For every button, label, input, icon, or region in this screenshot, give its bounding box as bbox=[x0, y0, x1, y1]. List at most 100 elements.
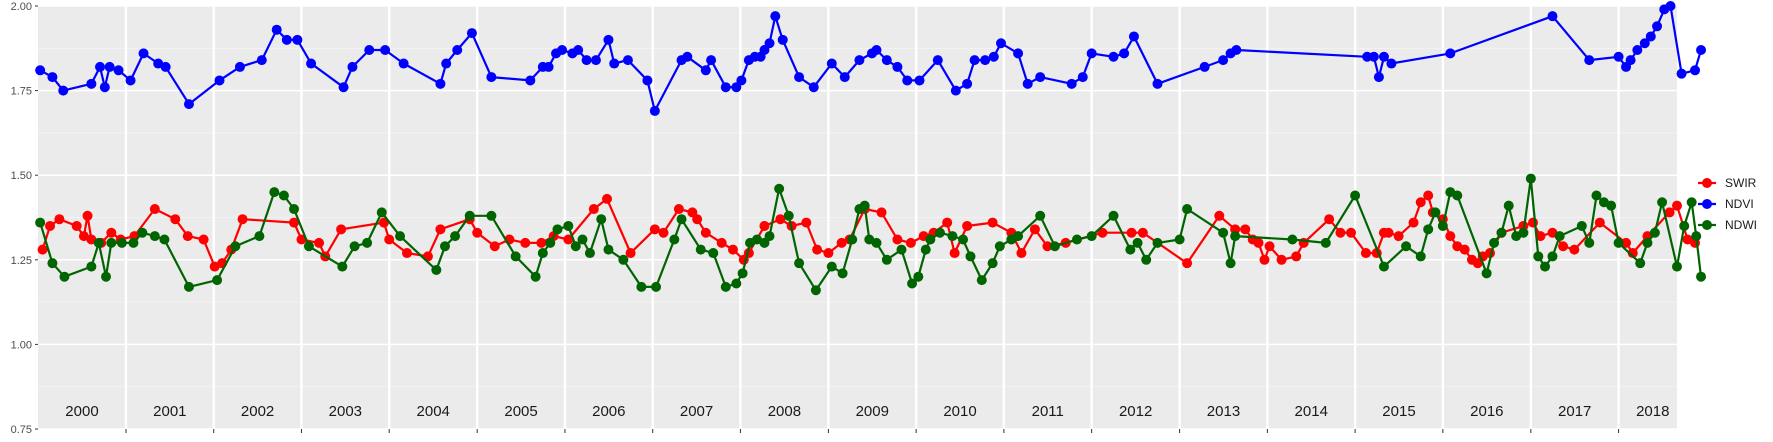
data-point bbox=[1346, 227, 1357, 238]
year-label: 2014 bbox=[1295, 403, 1328, 420]
data-point bbox=[1423, 224, 1434, 235]
data-point bbox=[1503, 200, 1514, 211]
data-point bbox=[1632, 44, 1643, 55]
data-point bbox=[159, 234, 170, 245]
data-point bbox=[588, 204, 599, 215]
series-ndwi bbox=[35, 173, 1707, 296]
data-point bbox=[1049, 241, 1060, 252]
series-ndvi bbox=[35, 1, 1707, 116]
data-point bbox=[1253, 237, 1264, 248]
data-point bbox=[603, 244, 614, 255]
data-point bbox=[896, 244, 907, 255]
data-point bbox=[552, 224, 563, 235]
data-point bbox=[720, 82, 731, 93]
data-point bbox=[59, 271, 70, 282]
data-point bbox=[962, 78, 973, 89]
data-point bbox=[1035, 210, 1046, 221]
data-point bbox=[486, 72, 497, 83]
data-point bbox=[170, 214, 181, 225]
data-point bbox=[1378, 51, 1389, 62]
data-point bbox=[1152, 78, 1163, 89]
data-point bbox=[976, 275, 987, 286]
data-point bbox=[1259, 254, 1270, 265]
data-point bbox=[1108, 51, 1119, 62]
data-point bbox=[472, 227, 483, 238]
data-point bbox=[35, 217, 46, 228]
data-point bbox=[254, 231, 265, 242]
data-point bbox=[452, 44, 463, 55]
data-point bbox=[1174, 234, 1185, 245]
data-point bbox=[625, 248, 636, 259]
data-point bbox=[570, 241, 581, 252]
data-point bbox=[78, 231, 89, 242]
data-point bbox=[278, 190, 289, 201]
data-point bbox=[93, 237, 104, 248]
data-point bbox=[1415, 251, 1426, 262]
data-point bbox=[1218, 227, 1229, 238]
data-point bbox=[1225, 258, 1236, 269]
data-point bbox=[812, 244, 823, 255]
data-point bbox=[86, 261, 97, 272]
data-point bbox=[296, 234, 307, 245]
data-point bbox=[1613, 51, 1624, 62]
data-point bbox=[402, 248, 413, 259]
data-point bbox=[1378, 261, 1389, 272]
data-point bbox=[794, 72, 805, 83]
data-point bbox=[1676, 68, 1687, 79]
series-layer bbox=[35, 1, 1707, 296]
data-point bbox=[682, 51, 693, 62]
data-point bbox=[1182, 258, 1193, 269]
data-point bbox=[101, 271, 112, 282]
data-point bbox=[881, 55, 892, 66]
data-point bbox=[706, 55, 717, 66]
data-point bbox=[435, 78, 446, 89]
data-point bbox=[708, 248, 719, 259]
data-point bbox=[104, 61, 115, 72]
data-point bbox=[1430, 207, 1441, 218]
legend-label: SWIR bbox=[1725, 176, 1757, 190]
data-point bbox=[1231, 44, 1242, 55]
data-point bbox=[1445, 231, 1456, 242]
data-point bbox=[1535, 231, 1546, 242]
data-point bbox=[1128, 31, 1139, 42]
data-point bbox=[1696, 271, 1707, 282]
data-point bbox=[777, 34, 788, 45]
data-point bbox=[914, 75, 925, 86]
y-tick-label: 1.00 bbox=[11, 339, 32, 351]
data-point bbox=[801, 217, 812, 228]
data-point bbox=[958, 234, 969, 245]
data-point bbox=[892, 61, 903, 72]
data-point bbox=[1401, 241, 1412, 252]
data-point bbox=[1645, 31, 1656, 42]
data-point bbox=[1657, 197, 1668, 208]
data-point bbox=[700, 65, 711, 76]
data-point bbox=[1042, 241, 1053, 252]
data-point bbox=[774, 183, 785, 194]
data-point bbox=[1606, 200, 1617, 211]
data-point bbox=[1649, 227, 1660, 238]
data-point bbox=[826, 261, 837, 272]
data-point bbox=[854, 55, 865, 66]
data-point bbox=[99, 82, 110, 93]
year-label: 2003 bbox=[329, 403, 362, 420]
data-point bbox=[289, 204, 300, 215]
data-point bbox=[609, 58, 620, 69]
data-point bbox=[618, 254, 629, 265]
data-point bbox=[881, 254, 892, 265]
data-point bbox=[1383, 227, 1394, 238]
year-label: 2011 bbox=[1032, 403, 1064, 420]
data-point bbox=[37, 244, 48, 255]
data-point bbox=[1335, 227, 1346, 238]
data-point bbox=[1152, 237, 1163, 248]
data-point bbox=[125, 75, 136, 86]
data-point bbox=[314, 237, 325, 248]
data-point bbox=[649, 224, 660, 235]
data-point bbox=[183, 99, 194, 110]
data-point bbox=[1077, 72, 1088, 83]
data-point bbox=[1086, 48, 1097, 59]
data-point bbox=[349, 241, 360, 252]
data-point bbox=[113, 65, 124, 76]
data-point bbox=[520, 237, 531, 248]
data-point bbox=[1240, 224, 1251, 235]
data-point bbox=[1686, 197, 1697, 208]
